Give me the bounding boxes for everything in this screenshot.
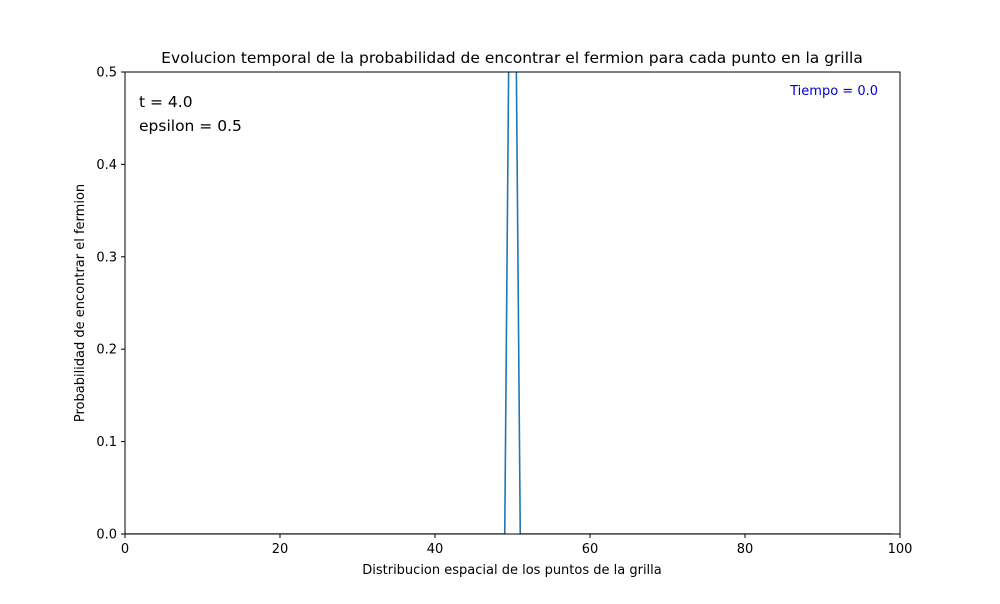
y-tick-label: 0.3 [96, 250, 117, 265]
y-axis-label: Probabilidad de encontrar el fermion [73, 184, 88, 422]
x-tick-label: 100 [888, 542, 913, 557]
y-tick-label: 0.5 [96, 66, 117, 81]
y-tick-label: 0.0 [96, 528, 117, 543]
y-tick-label: 0.1 [96, 435, 117, 450]
plot-frame [124, 71, 901, 535]
x-tick-label: 0 [121, 542, 129, 557]
annotation-t: t = 4.0 [139, 93, 193, 111]
plot-background [125, 72, 900, 534]
x-tick-label: 80 [737, 542, 754, 557]
y-tick-label: 0.4 [96, 158, 117, 173]
x-tick-label: 20 [272, 542, 289, 557]
x-tick-label: 60 [582, 542, 599, 557]
y-tick-label: 0.2 [96, 343, 117, 358]
chart-title: Evolucion temporal de la probabilidad de… [161, 49, 863, 67]
annotation-epsilon: epsilon = 0.5 [139, 117, 242, 135]
x-axis-label: Distribucion espacial de los puntos de l… [362, 563, 662, 578]
annotation-time: Tiempo = 0.0 [789, 84, 878, 99]
x-tick-label: 40 [427, 542, 444, 557]
